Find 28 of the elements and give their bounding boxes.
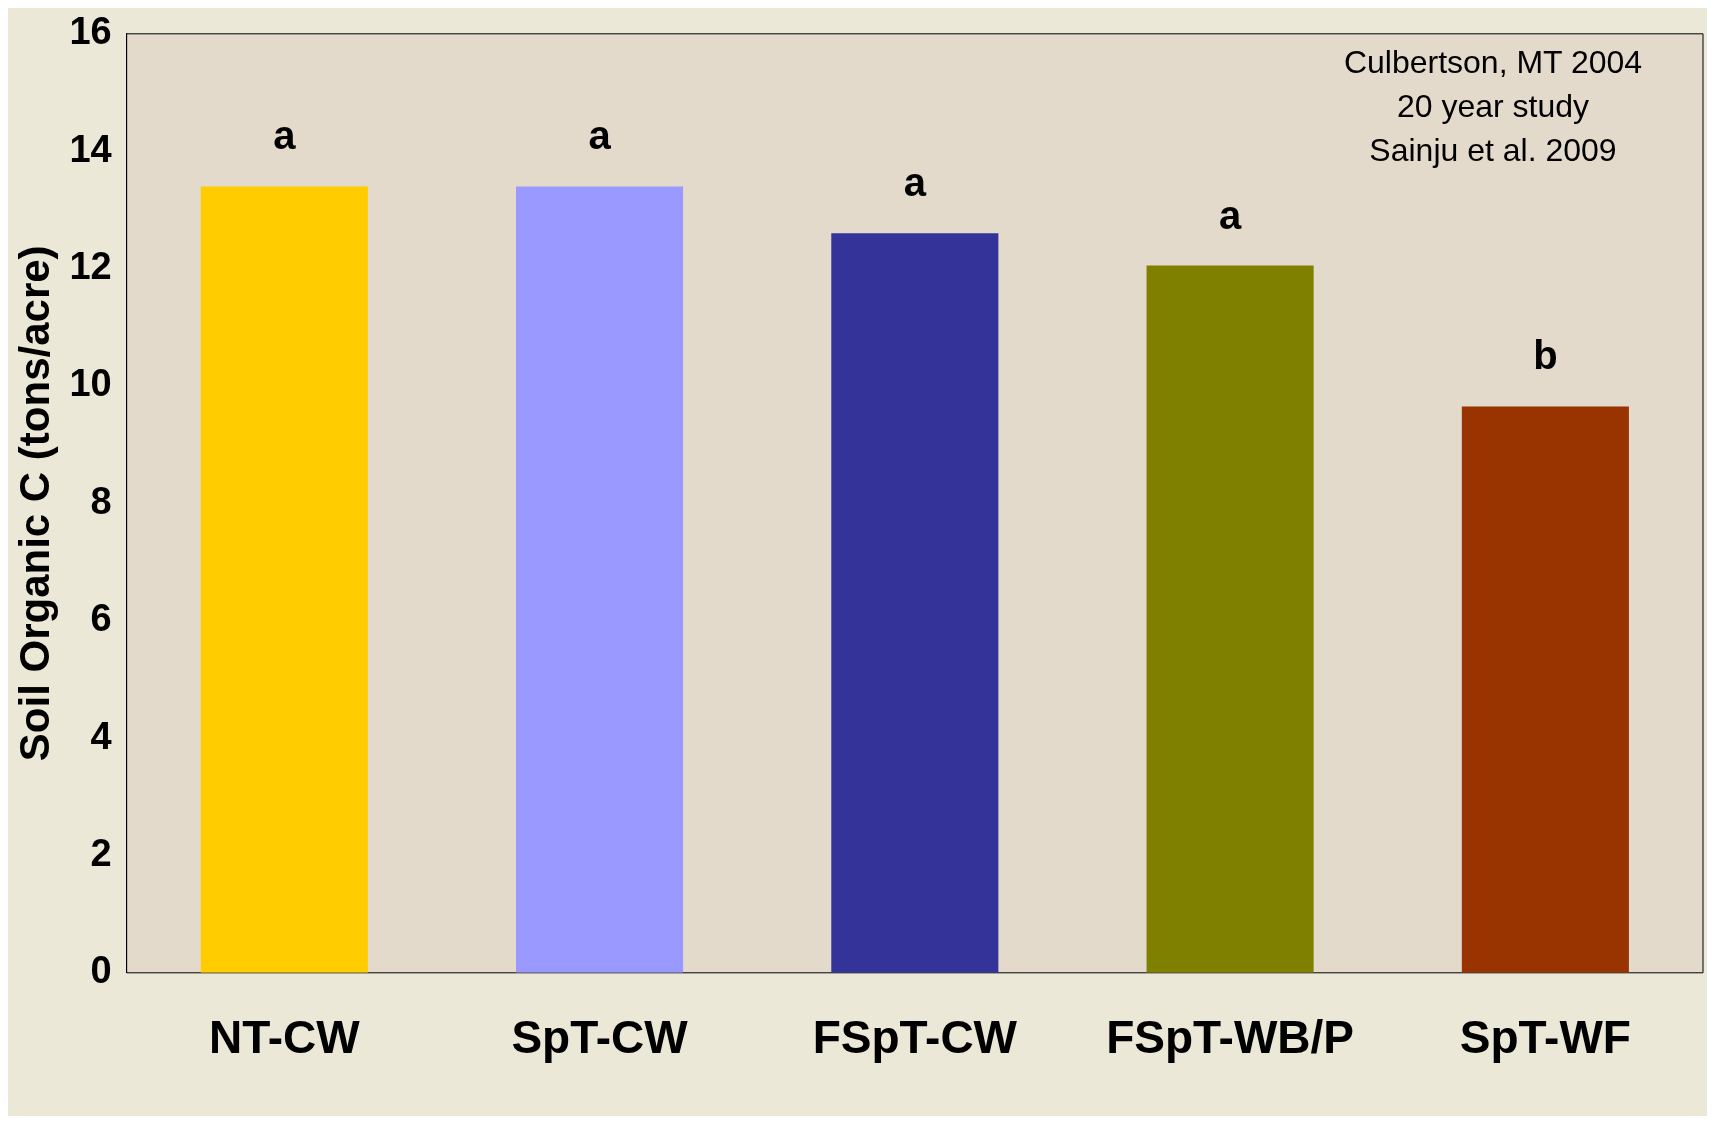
annotation: 20 year study [1396,87,1590,124]
y-tick-label: 6 [90,597,112,640]
y-axis-title: Soil Organic C (tons/acre) [10,245,58,762]
y-tick-label: 4 [90,714,112,757]
y-tick-label: 10 [69,362,112,405]
bar [516,186,684,973]
y-tick-label: 8 [90,479,112,522]
bar [1146,265,1314,973]
x-tick-label: SpT-CW [511,1011,689,1064]
bar [1461,406,1629,973]
x-tick-label: FSpT-WB/P [1106,1011,1355,1064]
x-tick-label: NT-CW [208,1011,361,1064]
annotation: a [273,113,297,158]
annotation: a [588,113,612,158]
bar [831,233,999,973]
y-tick-label: 12 [69,245,112,288]
y-tick-label: 2 [90,831,112,874]
annotation: a [903,160,927,205]
annotation: Sainju et al. 2009 [1369,131,1617,168]
annotation: b [1533,333,1558,378]
annotation: a [1218,192,1242,237]
annotation: Culbertson, MT 2004 [1343,43,1643,80]
y-tick-label: 14 [69,127,112,170]
x-tick-label: SpT-WF [1459,1011,1631,1064]
y-tick-label: 16 [69,10,112,53]
bar [200,186,368,973]
x-tick-label: FSpT-CW [812,1011,1018,1064]
y-tick-label: 0 [90,949,112,992]
